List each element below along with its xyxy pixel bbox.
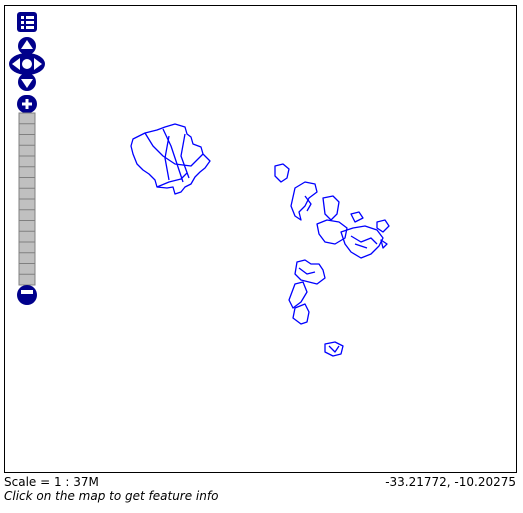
feature-polygon	[298, 267, 316, 275]
feature-polygon	[130, 123, 211, 195]
feature-polygon	[350, 211, 364, 223]
feature-polygon	[376, 219, 390, 233]
pan-center	[22, 59, 32, 69]
feature-polygon	[340, 225, 384, 259]
feature-polygon	[304, 195, 312, 212]
feature-polygon	[292, 303, 310, 325]
feature-polygon	[294, 259, 326, 285]
pan-down-icon[interactable]	[18, 73, 36, 91]
feature-polygon	[354, 243, 368, 249]
zoom-out-button[interactable]	[17, 285, 37, 305]
coordinates-readout: -33.21772, -10.20275	[385, 475, 516, 489]
scale-text: Scale = 1 : 37M	[4, 475, 99, 489]
zoom-control	[17, 95, 37, 305]
feature-polygon	[350, 235, 378, 245]
plus-icon	[22, 99, 32, 109]
feature-polygon	[156, 172, 188, 188]
feature-polygon	[274, 163, 290, 183]
feature-polygon	[316, 219, 348, 245]
minus-icon	[21, 290, 33, 294]
feature-layer[interactable]	[5, 6, 517, 473]
pan-control	[9, 37, 45, 91]
layer-list-icon[interactable]	[17, 12, 37, 32]
zoom-slider[interactable]	[18, 112, 36, 286]
feature-polygon	[144, 132, 204, 167]
feature-polygon	[290, 181, 318, 221]
feature-polygon	[162, 128, 184, 183]
map-viewport[interactable]	[4, 5, 517, 473]
feature-polygon	[288, 281, 308, 309]
pan-right-icon[interactable]	[34, 58, 42, 70]
zoom-out-background	[17, 285, 37, 305]
feature-polygon	[328, 345, 340, 353]
feature-polygon	[180, 133, 190, 179]
feature-info-hint: Click on the map to get feature info	[4, 489, 219, 503]
zoom-in-button[interactable]	[17, 95, 37, 113]
pan-up-icon[interactable]	[18, 37, 36, 55]
feature-polygon	[324, 341, 344, 357]
feature-polygon	[322, 195, 340, 221]
feature-polygon	[380, 239, 388, 249]
